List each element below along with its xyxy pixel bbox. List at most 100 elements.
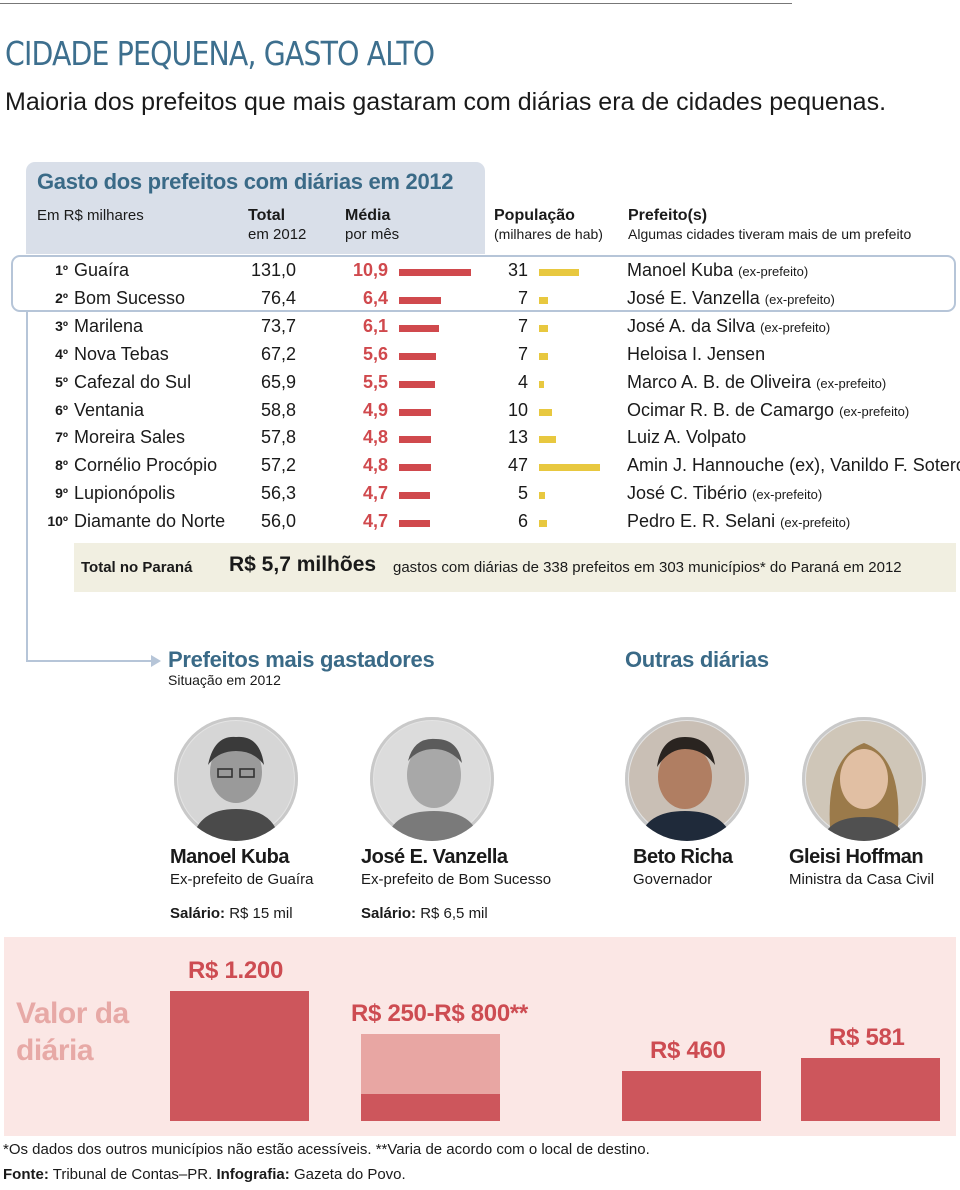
row-media: 10,9	[352, 260, 388, 280]
col-mayor-label: Prefeito(s)	[628, 207, 708, 224]
row-media: 5,5	[362, 371, 388, 392]
salary-label: Salário:	[361, 905, 417, 922]
portrait-manoel-kuba	[174, 717, 298, 841]
person-salary: Salário: R$ 15 mil	[170, 905, 293, 922]
subheadline: Maioria dos prefeitos que mais gastaram …	[5, 88, 887, 116]
person-silhouette-icon	[629, 721, 745, 841]
row-city: Lupionópolis	[74, 483, 176, 504]
mayor-note: (ex-prefeito)	[839, 403, 910, 419]
row-city: Bom Sucesso	[74, 287, 186, 308]
population-bar	[539, 464, 600, 472]
value-label: R$ 1.200	[188, 957, 284, 984]
row-rank: 3º	[55, 317, 68, 334]
population-bar	[539, 269, 579, 276]
media-bar	[399, 352, 436, 360]
row-mayor: Pedro E. R. Selani (ex-prefeito)	[627, 511, 850, 532]
row-total: 67,2	[260, 343, 296, 364]
row-total: 65,9	[260, 371, 296, 392]
salary-value: R$ 15 mil	[229, 905, 293, 922]
top-rule	[0, 3, 792, 4]
row-population: 47	[507, 455, 528, 476]
row-mayor: Marco A. B. de Oliveira (ex-prefeito)	[627, 372, 886, 393]
population-bar	[539, 520, 547, 528]
media-bar	[399, 492, 430, 500]
row-mayor: José C. Tibério (ex-prefeito)	[627, 483, 822, 504]
row-mayor: José E. Vanzella (ex-prefeito)	[627, 288, 835, 309]
row-city: Cafezal do Sul	[74, 371, 192, 392]
col-total-label: Total	[248, 207, 286, 224]
row-rank: 6º	[55, 401, 68, 418]
media-bar	[399, 408, 431, 416]
row-media: 6,4	[362, 287, 388, 308]
row-total: 73,7	[260, 315, 296, 336]
source-text: Tribunal de Contas–PR.	[52, 1166, 213, 1183]
value-title-line2: diária	[16, 1034, 94, 1067]
table-header-background	[26, 162, 485, 254]
unit-label: Em R$ milhares	[37, 207, 144, 224]
col-total-sub: em 2012	[248, 226, 307, 243]
mayor-name: José C. Tibério	[627, 483, 748, 504]
connector-line-horizontal	[26, 660, 154, 662]
mayor-note: (ex-prefeito)	[738, 264, 809, 279]
media-bar	[399, 436, 431, 444]
portrait-gleisi-hoffman	[802, 717, 926, 841]
source-line: Fonte: Tribunal de Contas–PR. Infografia…	[3, 1166, 406, 1183]
row-population: 4	[517, 371, 528, 392]
col-pop-sub: (milhares de hab)	[494, 226, 603, 242]
mayor-name: Amin J. Hannouche (ex), Vanildo F. Soter…	[627, 455, 960, 476]
population-bar	[539, 492, 545, 500]
col-media-header: Média por mês	[345, 206, 399, 244]
headline: CIDADE PEQUENA, GASTO ALTO	[5, 34, 435, 73]
population-bar	[539, 436, 556, 444]
media-bar	[399, 520, 430, 528]
table-row: 9º Lupionópolis 56,3 4,7 5 José C. Tibério (e…	[0, 481, 960, 509]
row-rank: 1º	[55, 262, 68, 278]
row-population: 7	[517, 343, 528, 364]
value-label: R$ 250-R$ 800**	[351, 1000, 528, 1027]
row-mayor: Amin J. Hannouche (ex), Vanildo F. Soter…	[627, 455, 960, 476]
table-title: Gasto dos prefeitos com diárias em 2012	[37, 169, 454, 194]
col-pop-header: População (milhares de hab)	[494, 206, 603, 244]
section-right-title: Outras diárias	[625, 647, 769, 672]
mayor-note: (ex-prefeito)	[760, 319, 831, 335]
value-bar-min	[361, 1094, 500, 1121]
row-city: Marilena	[74, 315, 144, 336]
salary-label: Salário:	[170, 905, 226, 922]
row-city: Nova Tebas	[74, 343, 169, 364]
row-population: 10	[507, 399, 528, 420]
row-mayor: Manoel Kuba (ex-prefeito)	[627, 260, 808, 281]
person-salary: Salário: R$ 6,5 mil	[361, 905, 488, 922]
arrow-right-icon	[151, 655, 161, 667]
population-bar	[539, 380, 544, 388]
mayor-note: (ex-prefeito)	[780, 515, 851, 531]
mayor-note: (ex-prefeito)	[752, 487, 823, 503]
row-population: 5	[517, 483, 528, 504]
salary-value: R$ 6,5 mil	[420, 905, 488, 922]
mayor-name: Heloisa I. Jensen	[627, 343, 766, 364]
person-silhouette-icon	[806, 721, 922, 841]
row-media: 4,8	[362, 427, 388, 448]
row-rank: 2º	[55, 289, 68, 306]
table-row: 4º Nova Tebas 67,2 5,6 7 Heloisa I. Jensen	[0, 342, 960, 370]
row-population: 31	[507, 260, 528, 280]
population-bar	[539, 296, 548, 304]
row-city: Cornélio Procópio	[74, 455, 218, 476]
row-media: 6,1	[362, 315, 388, 336]
row-city: Diamante do Norte	[74, 511, 226, 532]
table-row: 1º Guaíra 131,0 10,9 31 Manoel Kuba (ex-prefe…	[0, 258, 960, 286]
row-rank: 4º	[55, 345, 68, 362]
row-city: Ventania	[74, 399, 145, 420]
person-role: Ministra da Casa Civil	[789, 871, 935, 888]
total-label: Total no Paraná	[81, 559, 193, 576]
media-bar	[399, 296, 441, 304]
section-left-title: Prefeitos mais gastadores	[168, 647, 435, 672]
row-media: 4,9	[362, 399, 388, 420]
media-bar	[399, 380, 435, 388]
portrait-jose-vanzella	[370, 717, 494, 841]
row-total: 131,0	[250, 260, 296, 280]
col-pop-label: População	[494, 207, 575, 224]
person-silhouette-icon	[178, 721, 294, 841]
table-row: 10º Diamante do Norte 56,0 4,7 6 Pedro E. R. …	[0, 509, 960, 537]
mayor-name: José E. Vanzella	[627, 287, 760, 308]
mayor-note: (ex-prefeito)	[764, 291, 835, 307]
